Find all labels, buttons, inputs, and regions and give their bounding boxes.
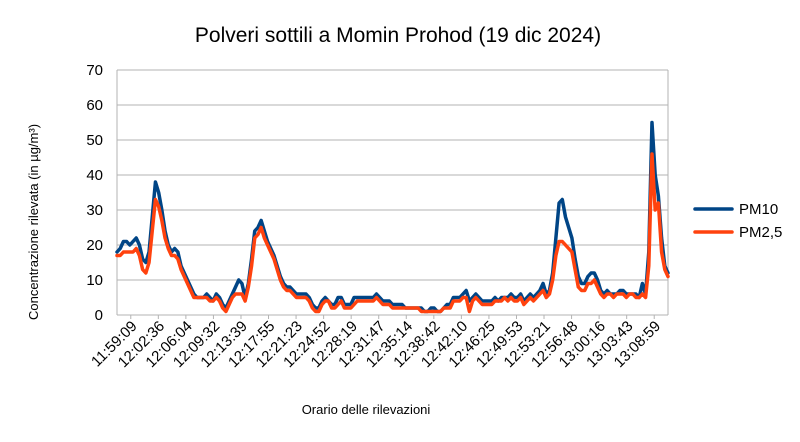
y-tick-label: 0: [95, 307, 103, 324]
y-tick-label: 20: [86, 237, 103, 254]
x-axis-title: Orario delle rilevazioni: [302, 402, 431, 417]
x-axis-ticks: 11:59:0912:02:3612:06:0412:09:3212:13:39…: [88, 315, 664, 371]
y-tick-label: 70: [86, 62, 103, 79]
y-tick-label: 40: [86, 167, 103, 184]
y-tick-label: 10: [86, 272, 103, 289]
chart-title: Polveri sottili a Momin Prohod (19 dic 2…: [195, 24, 601, 47]
legend: PM10 PM2,5: [693, 201, 782, 241]
series-line-pm2-5: [115, 152, 670, 314]
series-line-pm10: [115, 120, 670, 314]
y-tick-label: 50: [86, 132, 103, 149]
y-axis-ticks: 0 10 20 30 40 50 60 70: [86, 62, 103, 324]
legend-label: PM2,5: [739, 224, 782, 241]
gridlines: [116, 69, 669, 316]
y-tick-label: 30: [86, 202, 103, 219]
y-tick-label: 60: [86, 97, 103, 114]
legend-label: PM10: [739, 201, 778, 218]
plot-area: [115, 120, 670, 314]
y-axis-title: Concentrazione rilevata (in µg/m³): [26, 124, 41, 320]
